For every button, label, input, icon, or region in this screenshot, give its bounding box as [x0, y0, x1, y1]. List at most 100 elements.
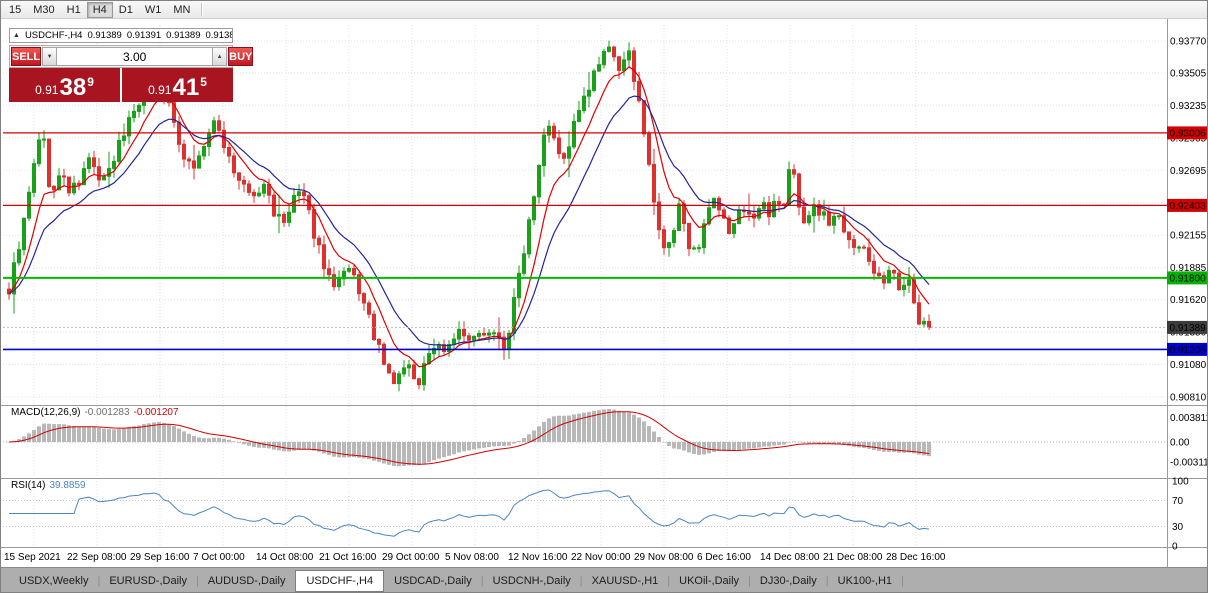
- buy-button[interactable]: BUY: [228, 47, 254, 66]
- chart-tab[interactable]: AUDUSD-,Daily: [207, 575, 286, 587]
- candle: [237, 172, 241, 190]
- candle: [37, 132, 41, 167]
- candle: [597, 56, 601, 72]
- chart-tab[interactable]: USDCAD-,Daily: [394, 575, 472, 587]
- candle: [677, 197, 681, 231]
- candle: [422, 356, 426, 391]
- svg-text:22 Nov 00:00: 22 Nov 00:00: [571, 552, 631, 563]
- candle: [522, 245, 526, 276]
- toolbar-separator: [201, 3, 204, 16]
- candle: [907, 267, 911, 294]
- candle: [607, 40, 611, 53]
- timeframe-button-MN[interactable]: MN: [167, 2, 196, 18]
- timeframe-button-H4[interactable]: H4: [86, 1, 113, 18]
- timeframe-toolbar: 15 M30 H1 H4 D1 W1 MN: [1, 1, 1207, 19]
- svg-text:0.90810: 0.90810: [1170, 393, 1207, 404]
- svg-text:5 Nov 08:00: 5 Nov 08:00: [445, 552, 499, 563]
- volume-decrease-button[interactable]: ▼: [42, 47, 58, 66]
- price-tag: 0.93006: [1167, 126, 1207, 140]
- volume-increase-button[interactable]: ▲: [212, 47, 228, 66]
- chart-tab[interactable]: USDCNH-,Daily: [492, 575, 571, 587]
- candle: [882, 271, 886, 290]
- open-value: 0.91389: [87, 30, 122, 41]
- symbol-period-label: USDCHF-,H4: [24, 30, 83, 41]
- svg-text:28 Dec 16:00: 28 Dec 16:00: [886, 552, 946, 563]
- candle: [552, 122, 556, 141]
- candle: [277, 194, 281, 234]
- candle: [302, 183, 306, 204]
- candle: [822, 199, 826, 221]
- candle: [617, 56, 621, 79]
- candle: [837, 215, 841, 220]
- candle: [282, 211, 286, 227]
- candle: [397, 370, 401, 392]
- candle: [372, 310, 376, 341]
- svg-text:14 Oct 08:00: 14 Oct 08:00: [256, 552, 314, 563]
- candle: [717, 196, 721, 218]
- candle: [122, 123, 126, 147]
- timeframe-button-H1[interactable]: H1: [61, 2, 87, 18]
- candle: [232, 152, 236, 178]
- candle: [212, 116, 216, 135]
- candle: [807, 210, 811, 226]
- svg-text:22 Sep 08:00: 22 Sep 08:00: [67, 552, 127, 563]
- svg-text:100: 100: [1172, 477, 1189, 488]
- candle: [642, 100, 646, 138]
- candle: [392, 369, 396, 385]
- chart-tab[interactable]: UKOil-,Daily: [679, 575, 740, 587]
- svg-text:12 Nov 16:00: 12 Nov 16:00: [508, 552, 568, 563]
- candle: [732, 223, 736, 239]
- svg-text:0.92155: 0.92155: [1170, 231, 1207, 242]
- sell-button[interactable]: SELL: [11, 47, 42, 66]
- svg-text:14 Dec 08:00: 14 Dec 08:00: [760, 552, 820, 563]
- candle: [12, 252, 16, 314]
- candle: [497, 317, 501, 351]
- time-axis[interactable]: 15 Sep 2021 22 Sep 08:00 29 Sep 16:00 7 Oct…: [4, 552, 946, 563]
- candle: [442, 339, 446, 355]
- svg-text:-0.00311: -0.00311: [1170, 458, 1208, 469]
- svg-text:0: 0: [1172, 542, 1178, 553]
- svg-text:0.91206: 0.91206: [1170, 345, 1207, 356]
- chart-tab-bar: USDX,Weekly | EURUSD-,Daily | AUDUSD-,Daily U…: [1, 567, 1207, 592]
- candle: [107, 151, 111, 188]
- candle: [47, 138, 51, 188]
- candle: [87, 152, 91, 173]
- sell-price-main: 38: [59, 74, 87, 101]
- candle: [17, 241, 21, 266]
- candle: [817, 200, 821, 222]
- macd-axis[interactable]: 0.003811 0.00 -0.00311: [1170, 413, 1208, 469]
- candle: [667, 242, 671, 257]
- tab-separator: |: [667, 575, 671, 587]
- candle: [517, 265, 521, 308]
- chart-tab[interactable]: USDCHF-,H4: [295, 570, 385, 592]
- chart-tab[interactable]: XAUUSD-,H1: [591, 575, 659, 587]
- candle: [887, 265, 891, 284]
- chart-tab[interactable]: EURUSD-,Daily: [109, 575, 187, 587]
- candle: [722, 207, 726, 219]
- timeframe-button-W1[interactable]: W1: [139, 2, 168, 18]
- candle: [532, 195, 536, 225]
- candle: [737, 206, 741, 225]
- price-gridlines: [3, 40, 1167, 398]
- candle: [687, 222, 691, 257]
- volume-input[interactable]: [57, 47, 213, 66]
- buy-price-prefix: 0.91: [148, 83, 172, 97]
- chart-tab[interactable]: USDX,Weekly: [19, 575, 89, 587]
- macd-signal-value: -0.001207: [133, 407, 179, 418]
- candle: [542, 128, 546, 177]
- macd-indicator-label: MACD(12,26,9) -0.001283 -0.001207: [11, 407, 179, 418]
- candle: [572, 113, 576, 150]
- candle: [727, 215, 731, 235]
- sell-price-button[interactable]: 0.91 38 9: [9, 68, 120, 102]
- panel-toggle-icon[interactable]: ▲: [13, 32, 20, 39]
- price-axis[interactable]: 0.937700.935050.932350.929650.926950.924…: [1167, 37, 1208, 404]
- buy-price-button[interactable]: 0.91 41 5: [122, 68, 233, 102]
- timeframe-button-15[interactable]: 15: [3, 2, 27, 18]
- timeframe-button-D1[interactable]: D1: [113, 2, 139, 18]
- rsi-axis[interactable]: 100 70 30 0: [1172, 477, 1189, 553]
- chart-tab[interactable]: DJ30-,Daily: [759, 575, 817, 587]
- timeframe-button-M30[interactable]: M30: [27, 2, 60, 18]
- volume-control: ▼ ▲: [42, 47, 228, 66]
- chart-tab[interactable]: UK100-,H1: [837, 575, 893, 587]
